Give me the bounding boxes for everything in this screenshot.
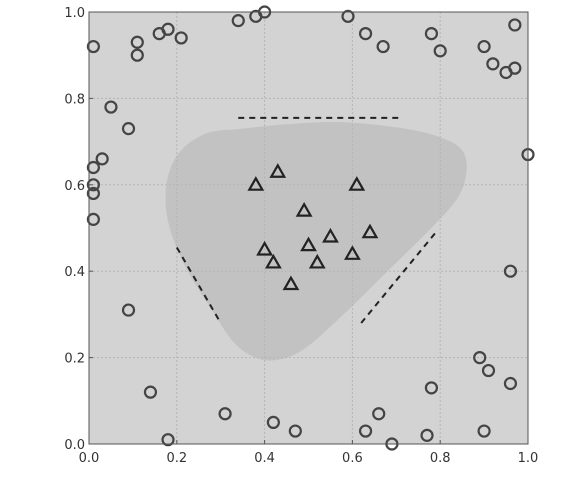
triangle-point: [344, 245, 361, 260]
circle-point: [372, 407, 386, 421]
circle-point: [477, 424, 491, 438]
circle-point: [231, 14, 245, 28]
triangle-point: [247, 176, 265, 191]
triangle-point: [256, 240, 273, 256]
triangle-point: [361, 223, 379, 239]
circle-point: [161, 433, 175, 447]
axes: 0.0 0.2 0.4 0.6 0.8 1.0 0.0 0.2 0.4 0.6 0.8 1.0: [64, 6, 538, 466]
circle-point: [121, 122, 136, 136]
circle-point: [486, 57, 500, 71]
triangle-point: [322, 227, 339, 243]
x-tick-label: 0.2: [166, 451, 187, 466]
x-tick-label: 1.0: [518, 451, 539, 466]
circle-point: [376, 39, 390, 54]
circle-point: [143, 385, 158, 399]
circle-point: [433, 44, 447, 58]
triangle-point: [308, 253, 326, 269]
triangle-point: [282, 275, 300, 291]
decision-region: [165, 122, 467, 361]
circle-point: [288, 424, 302, 438]
circle-point: [424, 381, 439, 395]
y-tick-label: 0.6: [64, 179, 85, 194]
circle-point: [477, 39, 491, 54]
circle-point: [130, 48, 144, 62]
y-tick-label: 0.8: [64, 92, 85, 107]
decision-region-shape: [165, 122, 467, 361]
x-tick-label: 0.0: [79, 451, 100, 466]
triangle-point: [264, 253, 282, 269]
circle-point: [130, 35, 144, 49]
circle-point: [508, 18, 522, 32]
x-tick-label: 0.6: [342, 451, 363, 466]
circle-point: [358, 26, 373, 41]
circle-point: [420, 428, 434, 442]
circle-point: [266, 415, 280, 429]
circle-point: [86, 160, 100, 175]
markers: [86, 5, 535, 451]
circle-point: [161, 22, 175, 36]
guide-line-2: [175, 246, 222, 324]
grid: [89, 12, 528, 444]
guide-line-3: [360, 231, 437, 324]
circle-point: [508, 61, 522, 75]
circle-point: [473, 351, 487, 365]
circle-point: [86, 178, 100, 192]
y-tick-label: 0.4: [64, 265, 85, 280]
circle-point: [95, 152, 109, 166]
plot-frame: [88, 11, 529, 445]
circle-point: [121, 303, 136, 317]
guide-lines: [175, 116, 437, 324]
x-tick-label: 0.4: [254, 451, 275, 466]
x-tick-label: 0.8: [430, 451, 451, 466]
triangle-point: [269, 163, 287, 178]
circle-point: [104, 100, 118, 114]
circle-point: [86, 212, 100, 226]
triangle-point: [348, 176, 366, 191]
circle-point: [86, 39, 100, 54]
circle-point: [174, 31, 188, 45]
y-tick-label: 0.0: [64, 438, 85, 453]
circle-point: [424, 26, 439, 41]
y-tick-label: 0.2: [64, 352, 85, 367]
circle-point: [341, 9, 355, 23]
circle-point: [503, 264, 518, 278]
y-tick-label: 1.0: [64, 6, 85, 21]
circle-point: [86, 186, 100, 201]
circle-point: [218, 407, 232, 421]
circle-point: [503, 376, 518, 391]
circle-point: [358, 424, 373, 438]
triangle-point: [300, 236, 317, 252]
triangle-point: [295, 202, 313, 217]
circle-point: [481, 363, 496, 378]
